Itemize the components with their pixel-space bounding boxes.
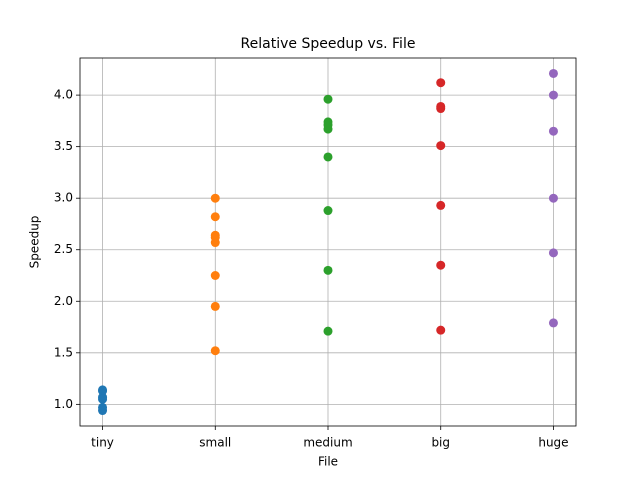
chart-title: Relative Speedup vs. File: [241, 36, 416, 52]
point: [323, 124, 333, 134]
point: [98, 394, 108, 404]
y-tick-label: 2.0: [54, 294, 73, 308]
point: [436, 104, 446, 114]
point: [210, 212, 220, 222]
point: [210, 271, 220, 281]
point: [548, 193, 558, 203]
y-tick-label: 3.5: [54, 139, 73, 153]
x-tick-label: tiny: [91, 436, 114, 450]
y-tick-label: 3.0: [54, 191, 73, 205]
x-tick-label: small: [199, 436, 231, 450]
point: [323, 206, 333, 216]
point: [323, 94, 333, 104]
point: [548, 90, 558, 100]
point: [548, 126, 558, 136]
x-axis-label: File: [318, 455, 338, 469]
point: [210, 193, 220, 203]
point: [436, 141, 446, 151]
x-tick-label: big: [431, 436, 450, 450]
point: [323, 326, 333, 336]
y-tick-label: 4.0: [54, 88, 73, 102]
marks: [98, 68, 558, 416]
point: [436, 78, 446, 88]
point: [323, 265, 333, 275]
y-tick-label: 1.0: [54, 397, 73, 411]
point: [548, 68, 558, 78]
point: [548, 248, 558, 258]
point: [210, 301, 220, 311]
y-axis-label: Speedup: [28, 216, 42, 269]
point: [210, 346, 220, 356]
grid: [80, 58, 576, 426]
point: [436, 260, 446, 270]
point: [210, 238, 220, 248]
point: [436, 325, 446, 335]
y-tick-label: 2.5: [54, 242, 73, 256]
point: [323, 152, 333, 162]
point: [98, 386, 108, 396]
x-tick-label: medium: [303, 436, 352, 450]
y-tick-label: 1.5: [54, 345, 73, 359]
point: [98, 406, 108, 416]
point: [436, 200, 446, 210]
x-tick-label: huge: [538, 436, 568, 450]
point: [548, 318, 558, 328]
